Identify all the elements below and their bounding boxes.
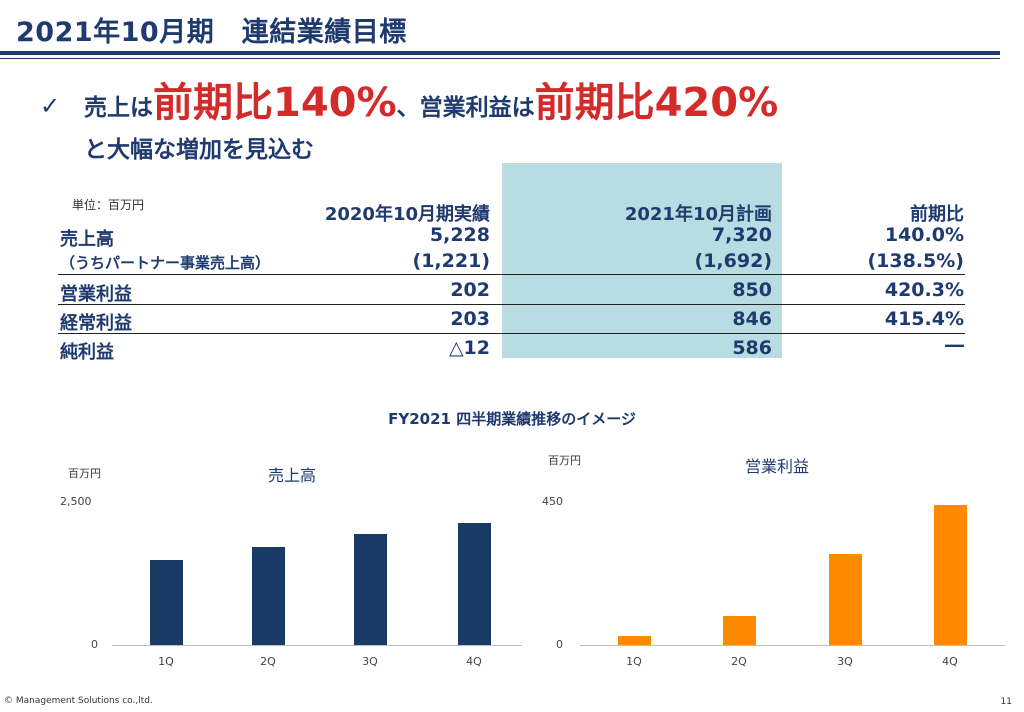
cell-net-2021: 586 (732, 337, 772, 359)
cell-sales-ratio: 140.0% (884, 224, 964, 246)
chart-sales-unit: 百万円 (68, 467, 101, 480)
cell-ord-2020: 203 (450, 308, 490, 330)
copyright: © Management Solutions co.,ltd. (4, 696, 153, 706)
chart-op-bar-4Q (933, 505, 967, 645)
chart-sales-xlabel: 4Q (466, 655, 482, 668)
table-unit: 単位：百万円 (72, 198, 145, 212)
check-icon: ✓ (40, 92, 61, 120)
chart-op-xlabel: 1Q (626, 655, 642, 668)
row-label-net-income: 純利益 (60, 342, 114, 363)
header-yoy: 前期比 (910, 204, 964, 225)
chart-sales-bar-1Q (149, 559, 183, 645)
header-2020-actual: 2020年10月期実績 (324, 204, 490, 225)
cell-net-ratio: ― (945, 334, 964, 356)
chart-op-xlabel: 3Q (837, 655, 853, 668)
chart-op-unit: 百万円 (548, 454, 581, 467)
headline-part1: 売上は (84, 95, 153, 121)
chart-sales-xlabel: 2Q (260, 655, 276, 668)
chart-op-bar-2Q (722, 615, 756, 645)
cell-partner-2021: (1,692) (694, 250, 772, 272)
chart-sales-xlabel: 1Q (158, 655, 174, 668)
row-label-ordinary-profit: 経常利益 (60, 313, 132, 334)
chart-op-bar-3Q (828, 554, 862, 645)
chart-op-ytick-max: 450 (542, 495, 563, 508)
cell-net-2020: △12 (448, 337, 490, 359)
title-rule-thin (0, 58, 1000, 59)
plan-column-highlight (502, 163, 782, 358)
table-divider (58, 274, 965, 275)
headline-part2: 、営業利益は (396, 95, 535, 121)
title-rule (0, 51, 1000, 55)
page-title: 2021年10月期 連結業績目標 (16, 17, 407, 48)
headline-line2: と大幅な増加を見込む (84, 137, 314, 163)
row-label-sales: 売上高 (60, 229, 114, 250)
table-divider (58, 333, 965, 334)
chart-op-title: 営業利益 (745, 457, 810, 476)
cell-op-2020: 202 (450, 279, 490, 301)
headline-highlight-profit: 前期比420% (534, 80, 779, 126)
row-label-partner-sales: （うちパートナー事業売上高） (60, 254, 271, 272)
chart-op-ytick-zero: 0 (556, 638, 563, 651)
header-2021-plan: 2021年10月計画 (624, 204, 772, 225)
cell-sales-2020: 5,228 (429, 224, 490, 246)
chart-sales-bar-4Q (457, 523, 491, 645)
chart-op-baseline (580, 645, 1005, 646)
table-divider (58, 304, 965, 305)
headline-highlight-sales: 前期比140% (153, 80, 397, 126)
headline: ✓ 売上は 前期比140% 、営業利益は 前期比420% (40, 80, 778, 128)
row-label-operating-profit: 営業利益 (60, 284, 132, 305)
chart-sales-bar-3Q (353, 533, 387, 645)
cell-op-ratio: 420.3% (884, 279, 964, 301)
chart-op-xlabel: 2Q (731, 655, 747, 668)
page-number: 11 (1000, 697, 1012, 707)
cell-sales-2021: 7,320 (711, 224, 772, 246)
cell-partner-ratio: (138.5%) (867, 250, 964, 272)
charts-section-title: FY2021 四半期業績推移のイメージ (388, 410, 636, 428)
chart-sales-ytick-max: 2,500 (60, 495, 92, 508)
cell-partner-2020: (1,221) (412, 250, 490, 272)
chart-sales-baseline (112, 645, 522, 646)
cell-op-2021: 850 (732, 279, 772, 301)
chart-op-xlabel: 4Q (942, 655, 958, 668)
chart-sales-xlabel: 3Q (362, 655, 378, 668)
cell-ord-ratio: 415.4% (884, 308, 964, 330)
chart-sales-bar-2Q (251, 547, 285, 645)
chart-op-bar-1Q (617, 636, 651, 645)
chart-sales-title: 売上高 (268, 466, 317, 485)
chart-sales-ytick-zero: 0 (91, 638, 98, 651)
cell-ord-2021: 846 (732, 308, 772, 330)
